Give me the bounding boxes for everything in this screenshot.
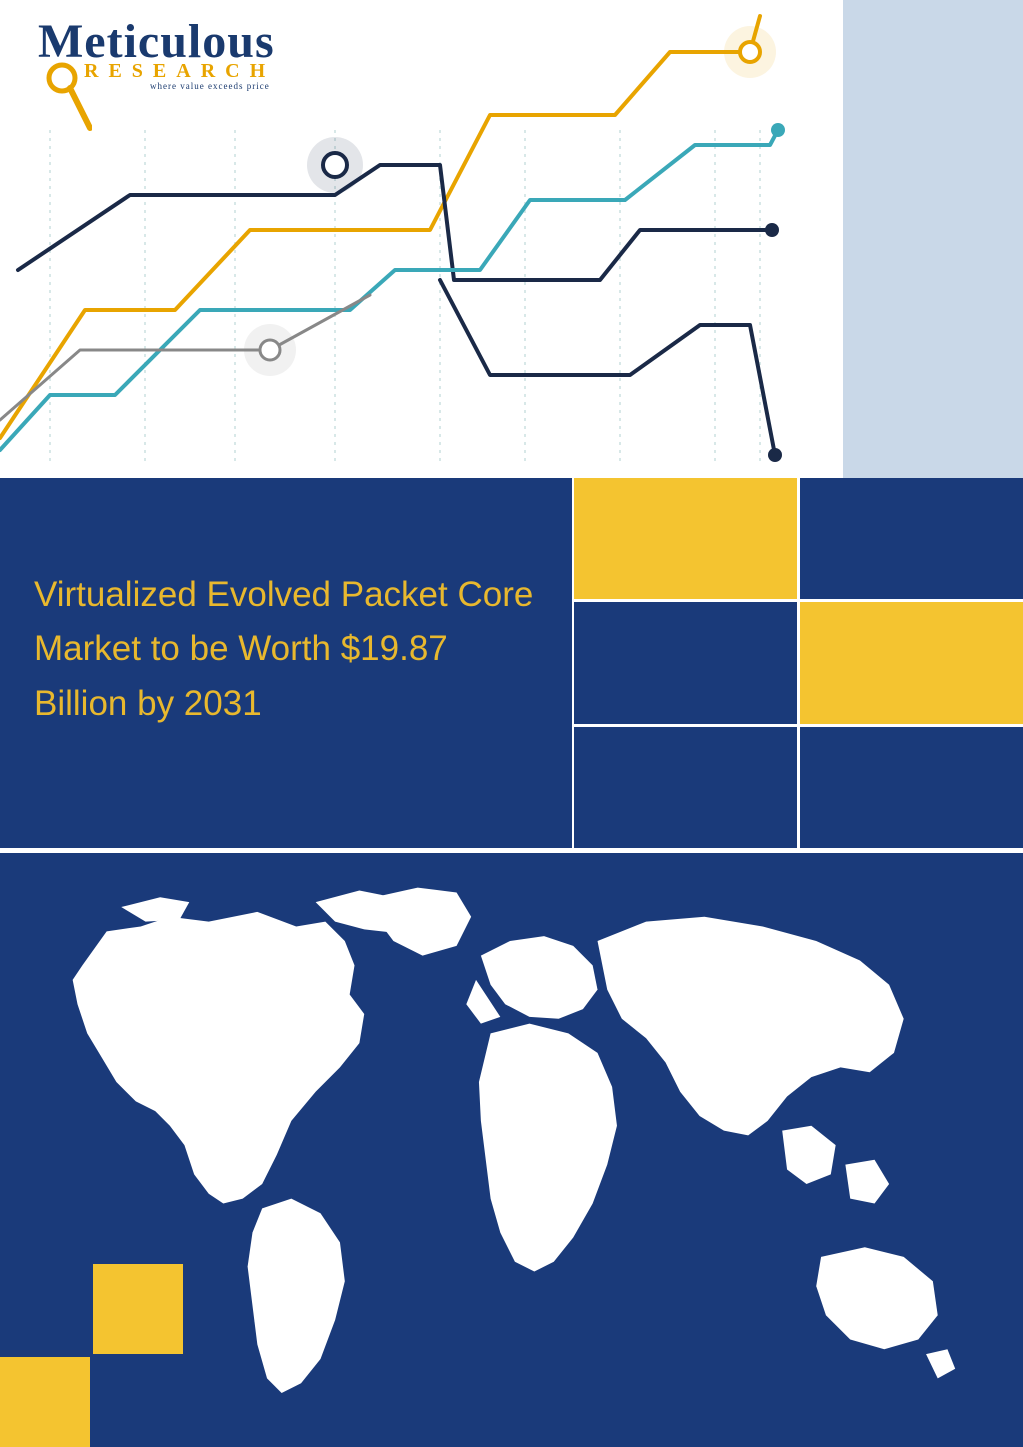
decorative-grid	[574, 478, 1023, 848]
grid-cell	[800, 478, 1023, 599]
magnifier-icon	[46, 62, 92, 132]
report-title: Virtualized Evolved Packet Core Market t…	[34, 568, 544, 731]
corner-cell	[0, 1357, 90, 1447]
grid-cell	[574, 478, 797, 599]
logo-sub: RESEARCH	[84, 60, 275, 83]
pale-sidebar	[843, 0, 1023, 478]
chart-area: Meticulous RESEARCH where value exceeds …	[0, 0, 843, 478]
title-block: Virtualized Evolved Packet Core Market t…	[0, 478, 574, 848]
grid-cell	[574, 727, 797, 848]
grid-cell	[800, 727, 1023, 848]
grid-cell	[800, 602, 1023, 723]
logo-tagline: where value exceeds price	[150, 81, 275, 91]
grid-cell	[574, 602, 797, 723]
title-section: Virtualized Evolved Packet Core Market t…	[0, 478, 1023, 848]
logo: Meticulous RESEARCH where value exceeds …	[38, 18, 275, 91]
corner-cell	[93, 1264, 183, 1354]
chart-section: Meticulous RESEARCH where value exceeds …	[0, 0, 1023, 478]
corner-cell	[93, 1357, 183, 1447]
logo-main: Meticulous	[38, 18, 275, 66]
corner-grid	[0, 1264, 183, 1447]
map-section	[0, 848, 1023, 1447]
